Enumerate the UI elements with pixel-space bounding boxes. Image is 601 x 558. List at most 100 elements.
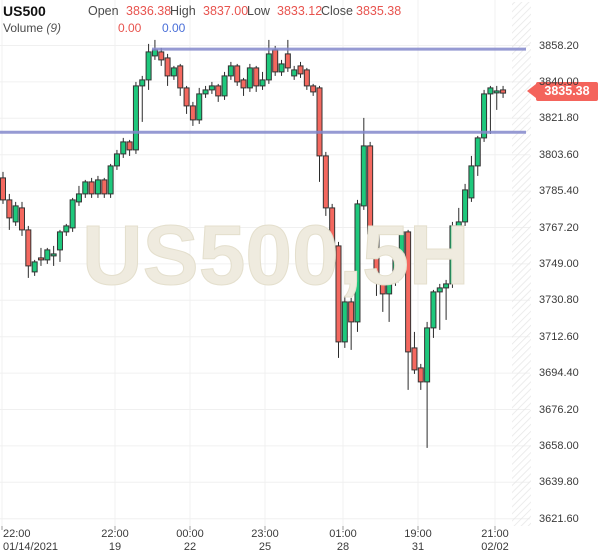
volume-label: Volume (3, 21, 44, 35)
candlestick (132, 85, 139, 151)
candlestick (37, 257, 44, 261)
candlestick (405, 231, 412, 353)
candlestick (0, 177, 6, 201)
candlestick (126, 141, 133, 151)
low-value: 3833.12 (277, 4, 323, 18)
candlestick (101, 179, 108, 195)
price-tick-label: 3749.00 (539, 257, 579, 270)
high-label: High (170, 4, 196, 18)
candlestick (500, 89, 507, 94)
high-value: 3837.00 (203, 4, 249, 18)
candlestick (164, 57, 171, 77)
candlestick (373, 229, 380, 281)
candlestick (82, 181, 89, 195)
candlestick (316, 87, 323, 157)
price-tick-label: 3858.20 (539, 39, 579, 52)
candlestick (113, 153, 120, 167)
candlestick (145, 51, 152, 81)
candlestick (234, 65, 241, 83)
candlestick (443, 283, 450, 289)
candlestick (221, 75, 228, 97)
candlestick (75, 193, 82, 203)
candlestick (69, 199, 76, 229)
time-tick-label: 23:00 25 (251, 528, 279, 553)
time-tick-label: 22:00 01/14/2021 (3, 528, 59, 553)
candlestick (202, 89, 209, 95)
candlestick (341, 301, 348, 343)
candlestick (18, 207, 25, 231)
candlestick (335, 245, 342, 343)
price-tick-label: 3803.60 (539, 148, 579, 161)
time-tick-label: 01:00 28 (329, 528, 357, 553)
current-price-badge: 3835.38 (527, 81, 598, 101)
candlestick (6, 199, 13, 219)
price-tick-label: 3676.20 (539, 403, 579, 416)
candlestick (455, 221, 462, 231)
candlestick (424, 327, 431, 383)
candlestick (493, 90, 500, 94)
candlestick (88, 181, 95, 195)
candlestick (253, 67, 260, 87)
candlestick (297, 65, 304, 75)
candlestick (265, 53, 272, 81)
candlestick (107, 165, 114, 195)
price-tick-label: 3639.80 (539, 476, 579, 489)
candlestick (56, 231, 63, 251)
price-tick-label: 3730.80 (539, 294, 579, 307)
candlestick (367, 145, 374, 235)
candlestick (215, 85, 222, 97)
close-label: Close (321, 4, 353, 18)
candlestick (25, 229, 32, 267)
volume-value-2: 0.00 (162, 21, 186, 35)
candlestick (310, 85, 317, 93)
candlestick (449, 225, 456, 285)
candlestick (139, 79, 146, 87)
candlestick (94, 179, 101, 195)
price-tick-label: 3821.80 (539, 112, 579, 125)
symbol-watermark: US500,5H (82, 208, 471, 302)
open-label: Open (88, 4, 119, 18)
time-tick-label: 21:00 02/02 (481, 528, 509, 553)
candlestick (481, 93, 488, 139)
candlestick (31, 261, 38, 273)
candlestick (322, 155, 329, 209)
candlestick (120, 141, 127, 155)
candlestick (386, 281, 393, 295)
candlestick (44, 249, 51, 261)
candlestick (303, 69, 310, 87)
candlestick (272, 49, 279, 73)
candlestick (246, 67, 253, 89)
candlestick (354, 203, 361, 323)
candlestick (284, 53, 291, 69)
symbol-name: US500 (3, 3, 46, 19)
candlestick (291, 69, 298, 77)
future-area-hatch (512, 2, 531, 526)
candlestick (158, 51, 165, 61)
price-tick-label: 3767.20 (539, 221, 579, 234)
low-label: Low (247, 4, 270, 18)
candlestick (259, 79, 266, 87)
price-tick-label: 3658.00 (539, 439, 579, 452)
candlestick (170, 67, 177, 77)
volume-value-1: 0.00 (118, 21, 142, 35)
close-value: 3835.38 (356, 4, 402, 18)
price-tick-label: 3712.60 (539, 330, 579, 343)
price-tick-label: 3621.60 (539, 512, 579, 525)
candlestick (417, 367, 424, 383)
candlestick (487, 87, 494, 95)
candlestick (468, 165, 475, 199)
candlestick (398, 231, 405, 259)
candlestick (196, 93, 203, 121)
candlestick (227, 65, 234, 77)
candlestick (462, 189, 469, 223)
candlestick (12, 205, 19, 223)
candlestick (278, 63, 285, 73)
candlestick (50, 253, 57, 257)
candlestick (329, 207, 336, 247)
candlestick (360, 145, 367, 207)
candlestick (411, 347, 418, 371)
candlestick (189, 105, 196, 121)
candlestick (436, 287, 443, 293)
